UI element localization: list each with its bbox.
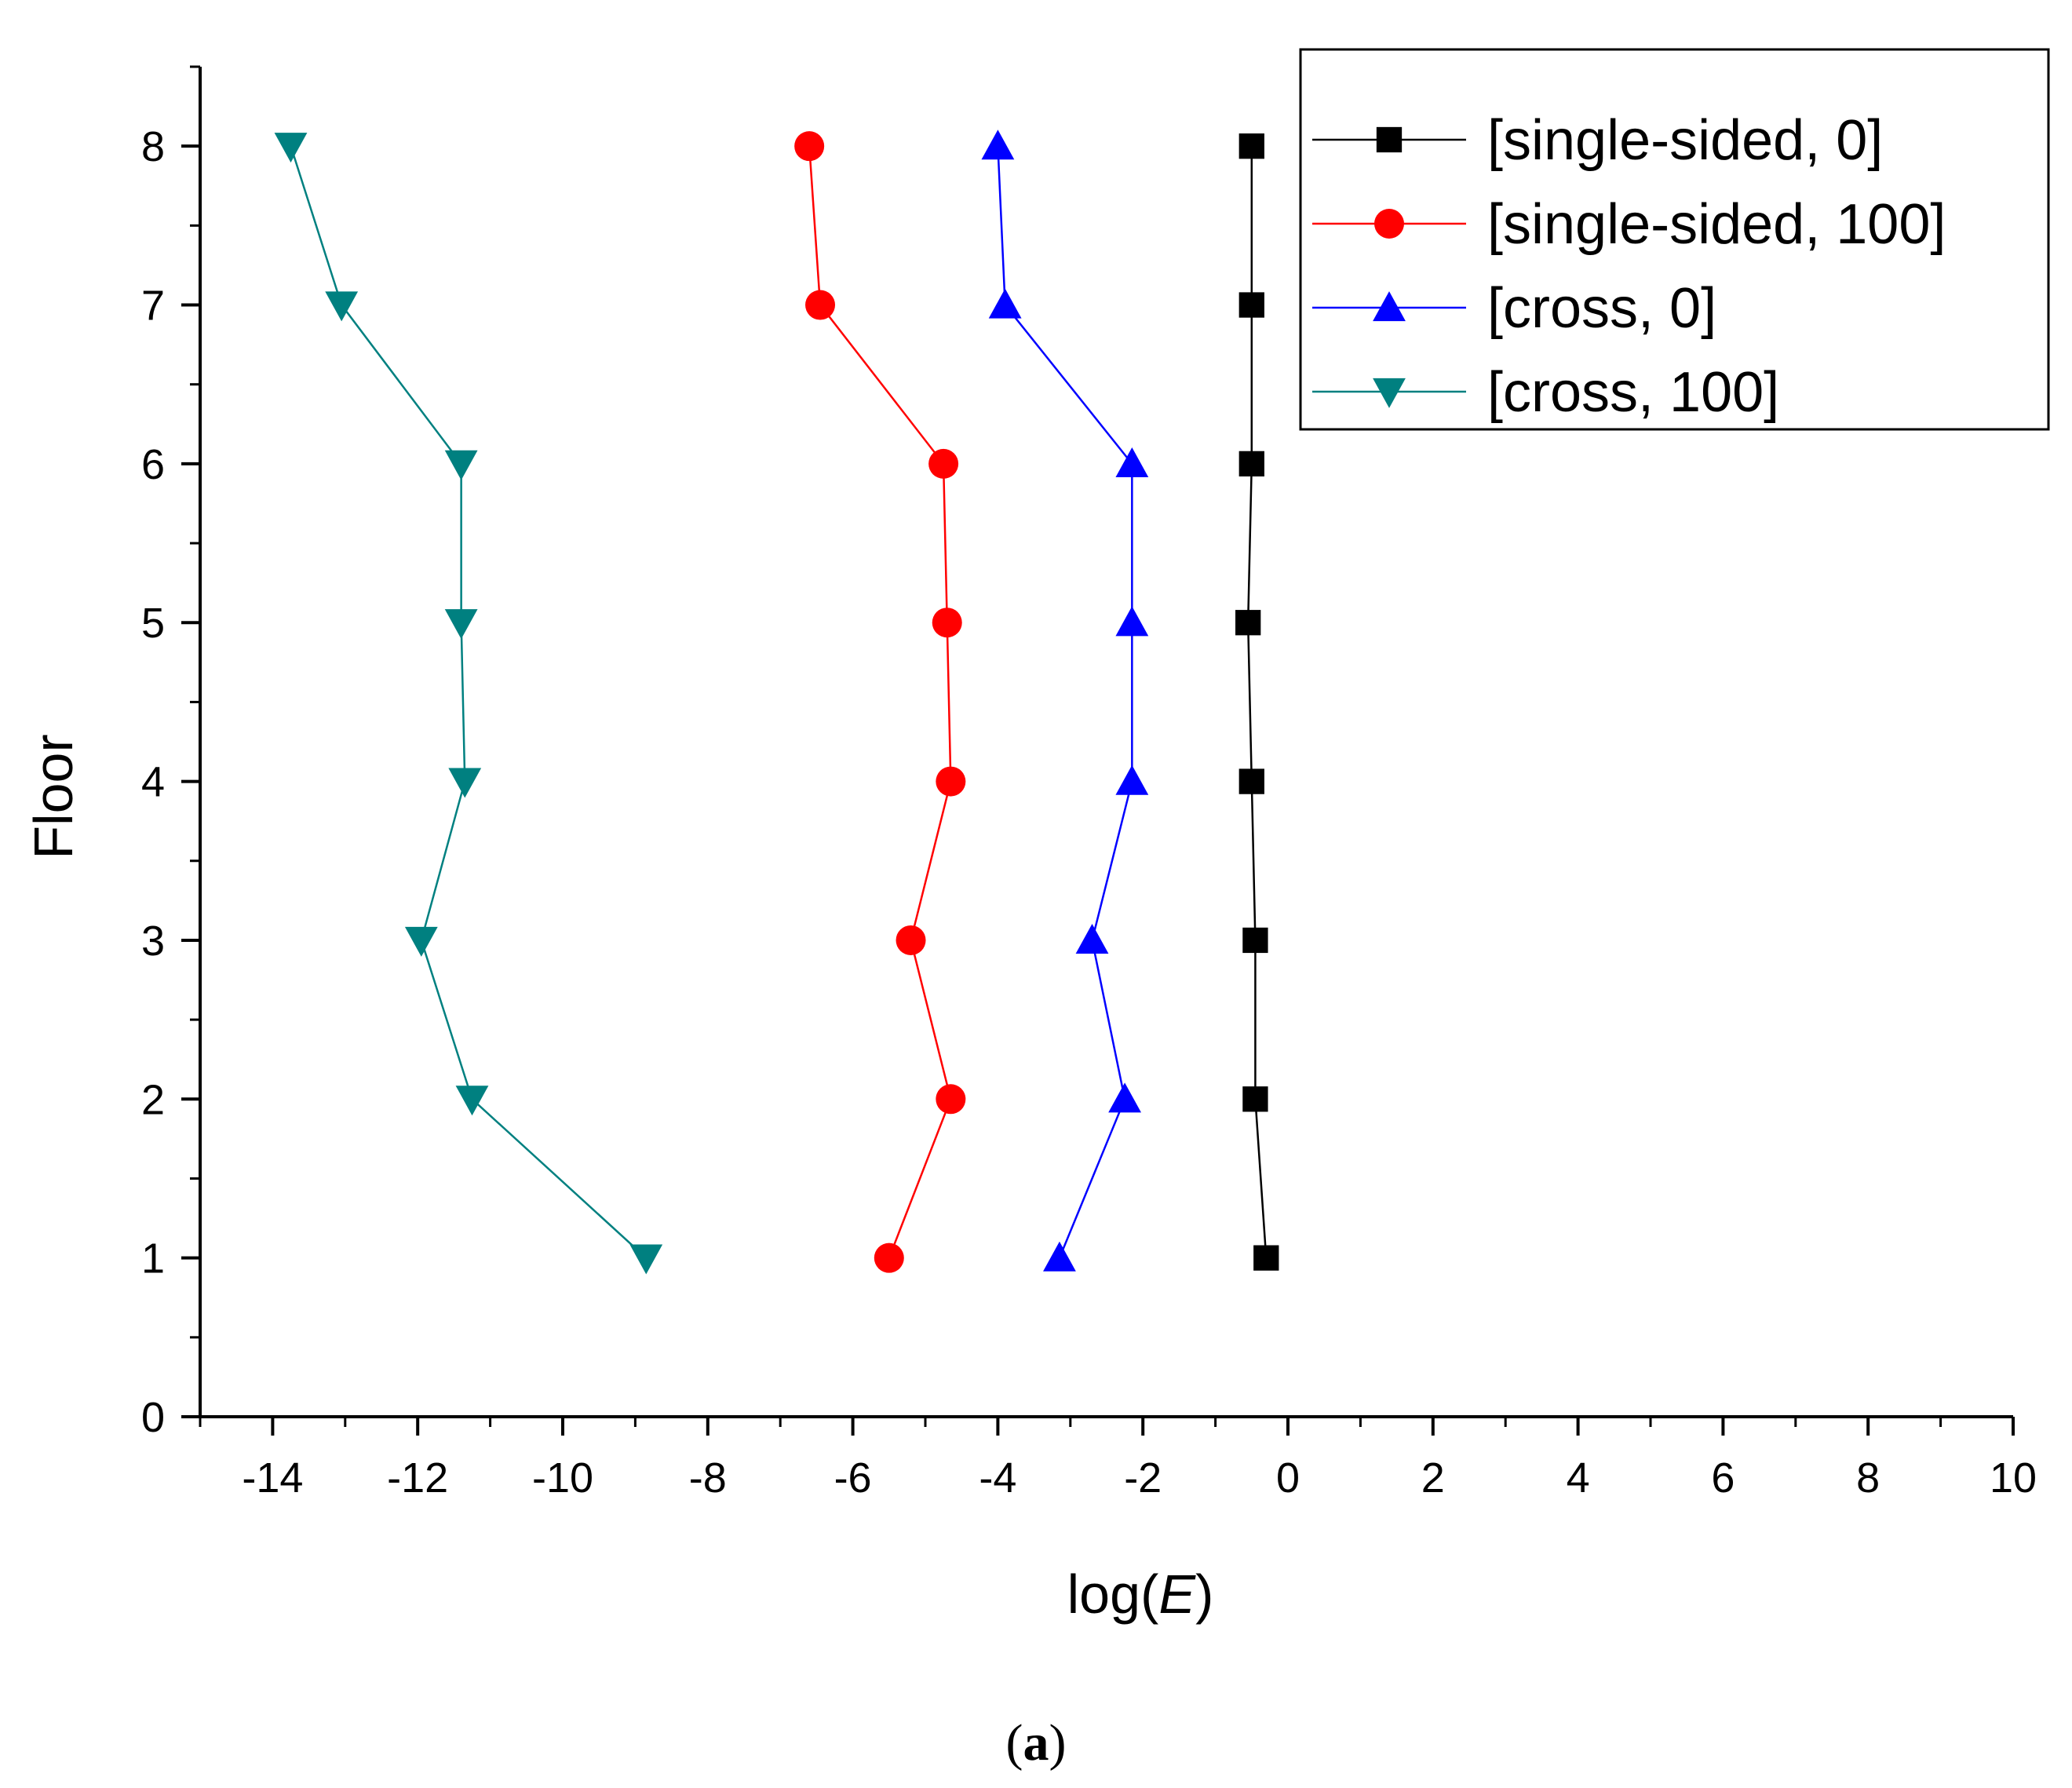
figure-caption: (a) bbox=[1006, 1714, 1067, 1772]
data-point bbox=[874, 1242, 904, 1273]
data-point bbox=[1115, 764, 1149, 795]
data-point bbox=[444, 450, 478, 480]
y-tick-label: 6 bbox=[141, 441, 165, 488]
x-tick-label: -12 bbox=[387, 1454, 448, 1502]
series-line bbox=[290, 145, 648, 1259]
y-tick-label: 8 bbox=[141, 123, 165, 170]
series-line bbox=[808, 146, 952, 1259]
data-point bbox=[1253, 1245, 1279, 1271]
caption-open: ( bbox=[1006, 1714, 1023, 1772]
data-point bbox=[988, 288, 1022, 319]
data-point bbox=[1238, 451, 1264, 477]
caption-close: ) bbox=[1049, 1714, 1067, 1772]
series-2 bbox=[981, 130, 1149, 1272]
data-point bbox=[896, 925, 926, 955]
data-point bbox=[1043, 1241, 1076, 1272]
x-tick-label: -6 bbox=[834, 1454, 872, 1502]
x-tick-label: -2 bbox=[1124, 1454, 1162, 1502]
legend-entry-2: [cross, 0] bbox=[1312, 277, 1716, 340]
y-tick-label: 4 bbox=[141, 759, 165, 806]
data-point bbox=[274, 133, 308, 163]
data-point bbox=[455, 1086, 489, 1116]
data-point bbox=[1115, 606, 1149, 637]
y-tick-label: 1 bbox=[141, 1235, 165, 1283]
legend-entry-1: [single-sided, 100] bbox=[1312, 193, 1946, 256]
x-tick-label: -14 bbox=[242, 1454, 303, 1502]
y-tick-label: 7 bbox=[141, 283, 165, 330]
data-point bbox=[1238, 292, 1264, 318]
data-point bbox=[794, 131, 825, 162]
data-point bbox=[936, 766, 966, 797]
data-point bbox=[981, 130, 1015, 160]
x-tick-label: -10 bbox=[532, 1454, 593, 1502]
legend-label: [cross, 100] bbox=[1487, 361, 1779, 424]
x-tick-label: 4 bbox=[1567, 1454, 1590, 1502]
data-point bbox=[928, 448, 959, 479]
series-0 bbox=[1235, 133, 1279, 1271]
y-tick-label: 2 bbox=[141, 1076, 165, 1123]
data-point bbox=[444, 609, 478, 640]
x-axis-title-variable: E bbox=[1158, 1564, 1196, 1625]
legend-label: [cross, 0] bbox=[1487, 277, 1716, 340]
x-axis-title-suffix: ) bbox=[1195, 1564, 1213, 1625]
axes: -14 -12 -10 -8 -6 -4 -2 0 2 4 6 8 10 0 1 2 3 4 5 6 7 8 bbox=[141, 65, 2037, 1502]
legend-marker bbox=[1374, 209, 1404, 239]
x-axis-title-prefix: log( bbox=[1067, 1564, 1159, 1625]
data-point bbox=[936, 1084, 966, 1115]
data-point bbox=[1242, 1086, 1268, 1112]
series-1 bbox=[794, 131, 966, 1273]
data-point bbox=[1238, 133, 1264, 159]
x-tick-label: 10 bbox=[1990, 1454, 2037, 1502]
x-tick-label: 6 bbox=[1711, 1454, 1735, 1502]
legend-marker bbox=[1376, 126, 1403, 153]
legend-label: [single-sided, 100] bbox=[1487, 193, 1946, 256]
data-point bbox=[629, 1244, 663, 1275]
data-point bbox=[932, 608, 962, 638]
data-point bbox=[1108, 1082, 1141, 1113]
series-line bbox=[997, 146, 1133, 1259]
x-tick-label: 0 bbox=[1276, 1454, 1300, 1502]
x-axis-title: log(E) bbox=[1067, 1564, 1214, 1625]
x-tick-label: 8 bbox=[1856, 1454, 1880, 1502]
series-line bbox=[1246, 146, 1268, 1258]
data-point bbox=[1242, 927, 1268, 954]
series-3 bbox=[274, 133, 663, 1275]
x-tick-label: -8 bbox=[689, 1454, 727, 1502]
legend-marker bbox=[1373, 378, 1406, 408]
legend-entry-0: [single-sided, 0] bbox=[1312, 109, 1883, 172]
data-point bbox=[448, 768, 482, 798]
series-layer bbox=[274, 130, 1279, 1275]
data-point bbox=[1238, 768, 1264, 794]
y-tick-label: 0 bbox=[141, 1394, 165, 1441]
legend-entry-3: [cross, 100] bbox=[1312, 361, 1779, 424]
data-point bbox=[805, 290, 836, 320]
data-point bbox=[1235, 610, 1261, 636]
data-point bbox=[1115, 447, 1149, 477]
data-point bbox=[1075, 924, 1109, 954]
data-point bbox=[325, 291, 359, 322]
x-tick-label: -4 bbox=[979, 1454, 1016, 1502]
legend: [single-sided, 0] [single-sided, 100] [cro… bbox=[1299, 48, 2050, 431]
y-tick-label: 5 bbox=[141, 600, 165, 647]
data-point bbox=[404, 926, 438, 957]
x-tick-label: 2 bbox=[1421, 1454, 1445, 1502]
y-axis-title: Floor bbox=[23, 734, 84, 859]
legend-marker bbox=[1373, 291, 1406, 322]
y-tick-label: 3 bbox=[141, 918, 165, 965]
legend-label: [single-sided, 0] bbox=[1487, 109, 1883, 172]
caption-letter: a bbox=[1023, 1714, 1049, 1772]
legend-frame bbox=[1299, 48, 2050, 431]
